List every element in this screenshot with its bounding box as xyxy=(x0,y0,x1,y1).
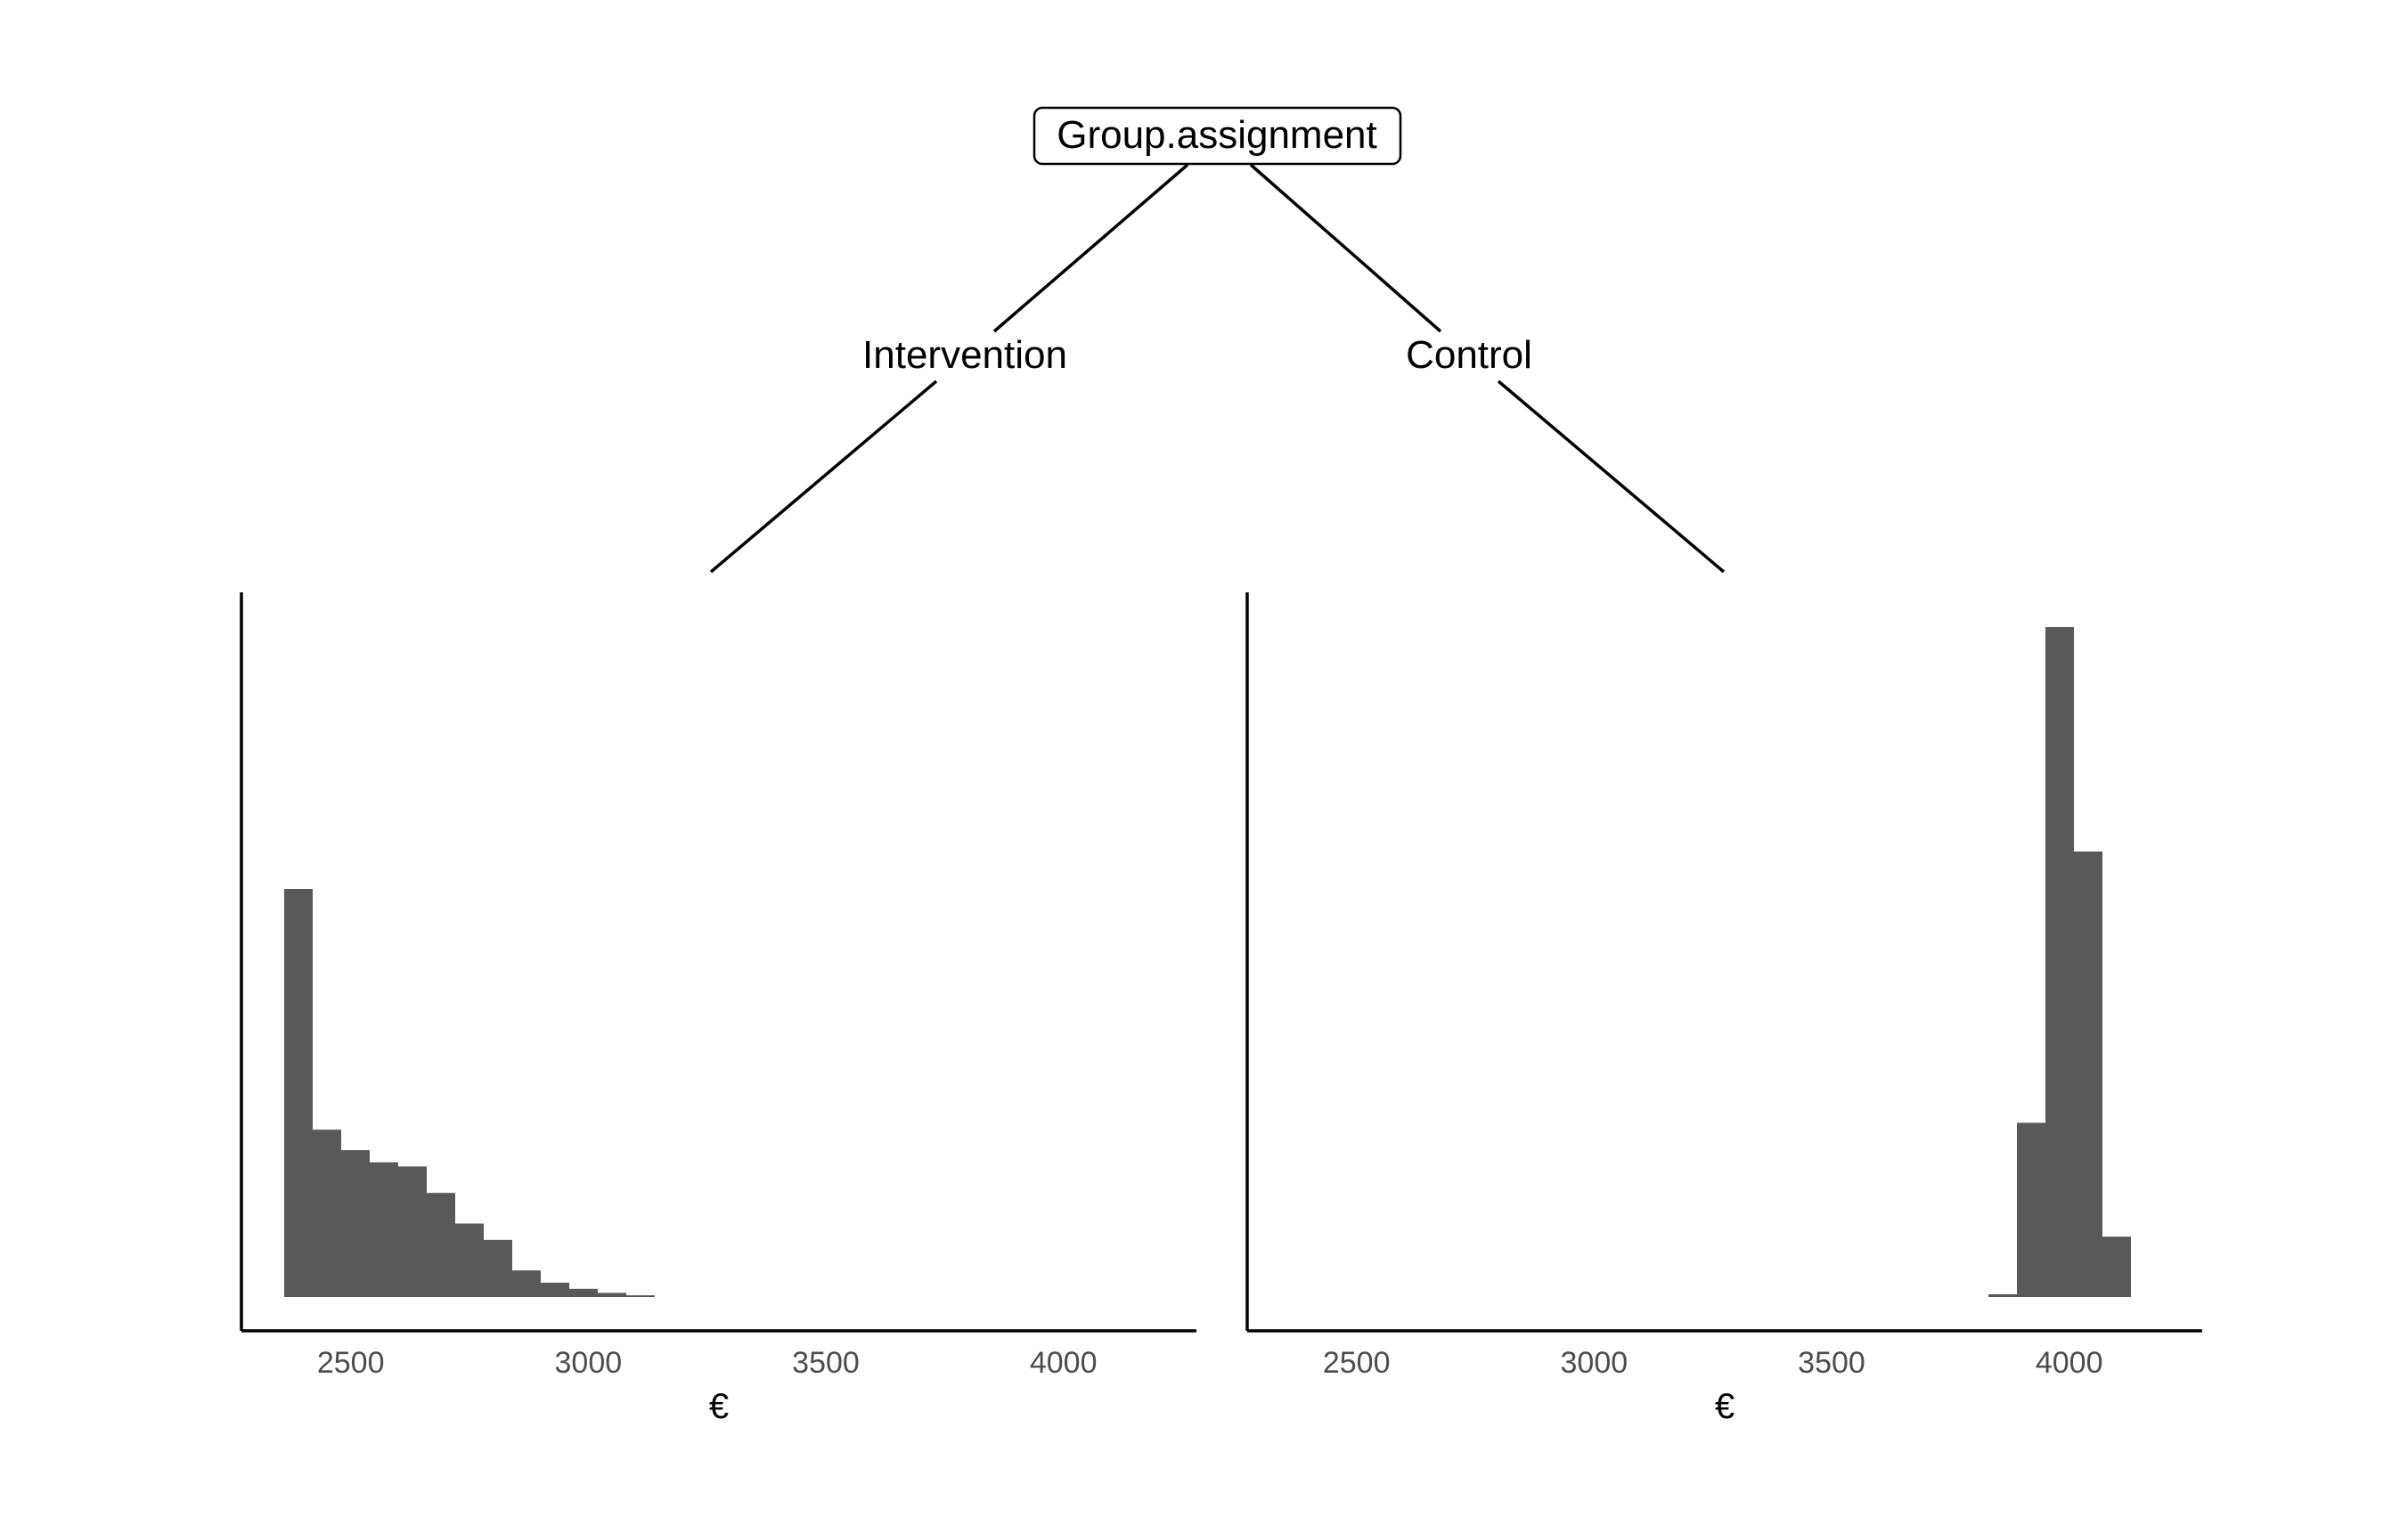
root-node-box xyxy=(1033,106,1402,166)
x-tick-labels: 2500 3000 3500 4000 xyxy=(1323,1346,2103,1380)
x-axis-title: € xyxy=(709,1387,729,1426)
branch-label-intervention: Intervention xyxy=(862,333,1067,377)
connector-line-right-lower xyxy=(1497,379,1726,574)
root-node: Group.assignment xyxy=(1033,106,1402,166)
histogram-bar xyxy=(455,1223,484,1297)
connector-line-left-upper xyxy=(992,163,1189,333)
histogram-bar xyxy=(398,1166,427,1297)
histogram-bar xyxy=(2045,627,2074,1297)
histogram-bar xyxy=(341,1150,370,1297)
histogram-bar xyxy=(626,1295,655,1297)
x-tick-label: 3500 xyxy=(792,1346,860,1380)
histogram-bar xyxy=(313,1129,341,1297)
connector-line-right-upper xyxy=(1249,163,1442,333)
histogram-panel-intervention: 2500 3000 3500 4000 € xyxy=(240,592,1196,1426)
x-tick-label: 3000 xyxy=(1561,1346,1628,1380)
histogram-bar xyxy=(284,889,313,1297)
x-tick-label: 2500 xyxy=(317,1346,385,1380)
histogram-bar xyxy=(2017,1122,2045,1297)
x-tick-label: 3500 xyxy=(1798,1346,1865,1380)
histogram-bar xyxy=(484,1239,512,1297)
histogram-bars xyxy=(1988,627,2131,1297)
root-node-label: Group.assignment xyxy=(1057,113,1377,157)
x-tick-label: 3000 xyxy=(555,1346,623,1380)
histogram-bar xyxy=(2102,1236,2131,1297)
histogram-panel-control: 2500 3000 3500 4000 € xyxy=(1245,592,2202,1426)
x-axis-title: € xyxy=(1715,1387,1735,1426)
histogram-bar xyxy=(370,1162,398,1297)
histogram-bar xyxy=(512,1270,541,1297)
histogram-bar xyxy=(1988,1293,2017,1297)
histogram-bar xyxy=(569,1288,598,1297)
branch-label-control: Control xyxy=(1406,333,1532,377)
histogram-bar xyxy=(541,1282,569,1297)
histogram-bar xyxy=(598,1292,626,1297)
x-tick-labels: 2500 3000 3500 4000 xyxy=(317,1346,1098,1380)
x-tick-label: 4000 xyxy=(1030,1346,1098,1380)
histogram-bar xyxy=(427,1193,455,1297)
histogram-bars xyxy=(284,889,655,1297)
connector-line-left-lower xyxy=(709,379,938,574)
x-tick-label: 4000 xyxy=(2036,1346,2103,1380)
histogram-bar xyxy=(2074,851,2102,1297)
x-tick-label: 2500 xyxy=(1323,1346,1391,1380)
